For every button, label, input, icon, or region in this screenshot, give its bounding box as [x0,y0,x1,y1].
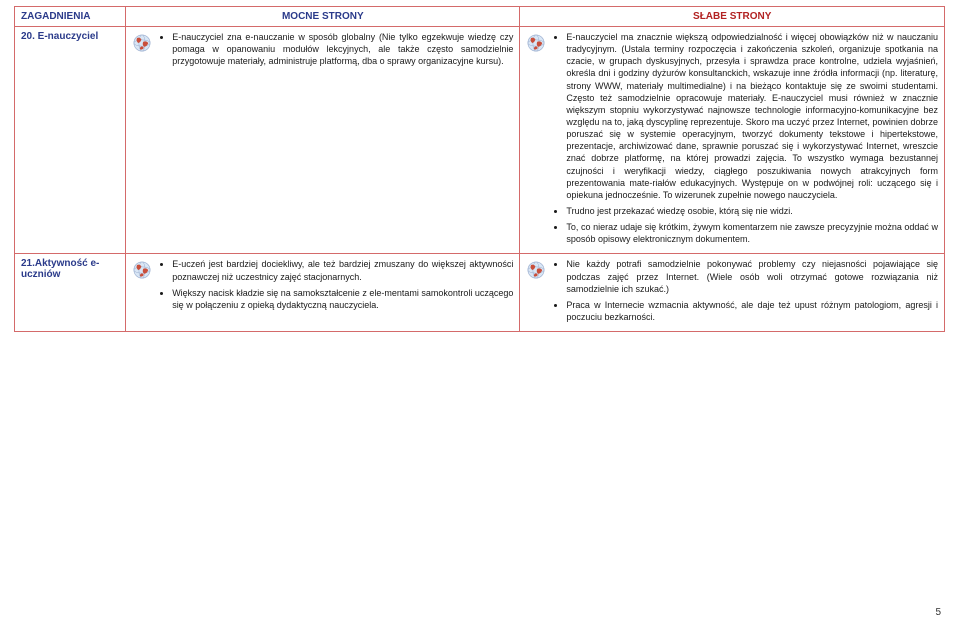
page-number: 5 [935,607,941,618]
weak-cell: E-nauczyciel ma znacznie większą odpowie… [520,27,945,254]
table-header-row: ZAGADNIENIA MOCNE STRONY SŁABE STRONY [15,7,945,27]
table-row: 20. E-nauczyciel E-nauczyciel zna e-nauc… [15,27,945,254]
weak-list: E-nauczyciel ma znacznie większą odpowie… [552,31,938,249]
globe-icon [526,260,546,280]
strong-list: E-uczeń jest bardziej dociekliwy, ale te… [158,258,513,315]
globe-icon [132,33,152,53]
list-item: Praca w Internecie wzmacnia aktywność, a… [566,299,938,323]
row-label: 21.Aktywność e-uczniów [15,254,126,332]
strong-cell: E-nauczyciel zna e-nauczanie w sposób gl… [126,27,520,254]
weak-cell: Nie każdy potrafi samodzielnie pokonywać… [520,254,945,332]
header-weak: SŁABE STRONY [520,7,945,27]
list-item: Trudno jest przekazać wiedzę osobie, któ… [566,205,938,217]
globe-icon [526,33,546,53]
globe-icon [132,260,152,280]
list-item: Większy nacisk kładzie się na samokształ… [172,287,513,311]
header-topics: ZAGADNIENIA [15,7,126,27]
list-item: E-nauczyciel ma znacznie większą odpowie… [566,31,938,201]
list-item: E-nauczyciel zna e-nauczanie w sposób gl… [172,31,513,67]
row-label: 20. E-nauczyciel [15,27,126,254]
table-row: 21.Aktywność e-uczniów E-uczeń jest bard… [15,254,945,332]
list-item: Nie każdy potrafi samodzielnie pokonywać… [566,258,938,294]
list-item: To, co nieraz udaje się krótkim, żywym k… [566,221,938,245]
strong-list: E-nauczyciel zna e-nauczanie w sposób gl… [158,31,513,71]
list-item: E-uczeń jest bardziej dociekliwy, ale te… [172,258,513,282]
header-strong: MOCNE STRONY [126,7,520,27]
strong-cell: E-uczeń jest bardziej dociekliwy, ale te… [126,254,520,332]
weak-list: Nie każdy potrafi samodzielnie pokonywać… [552,258,938,327]
comparison-table: ZAGADNIENIA MOCNE STRONY SŁABE STRONY 20… [14,6,945,332]
